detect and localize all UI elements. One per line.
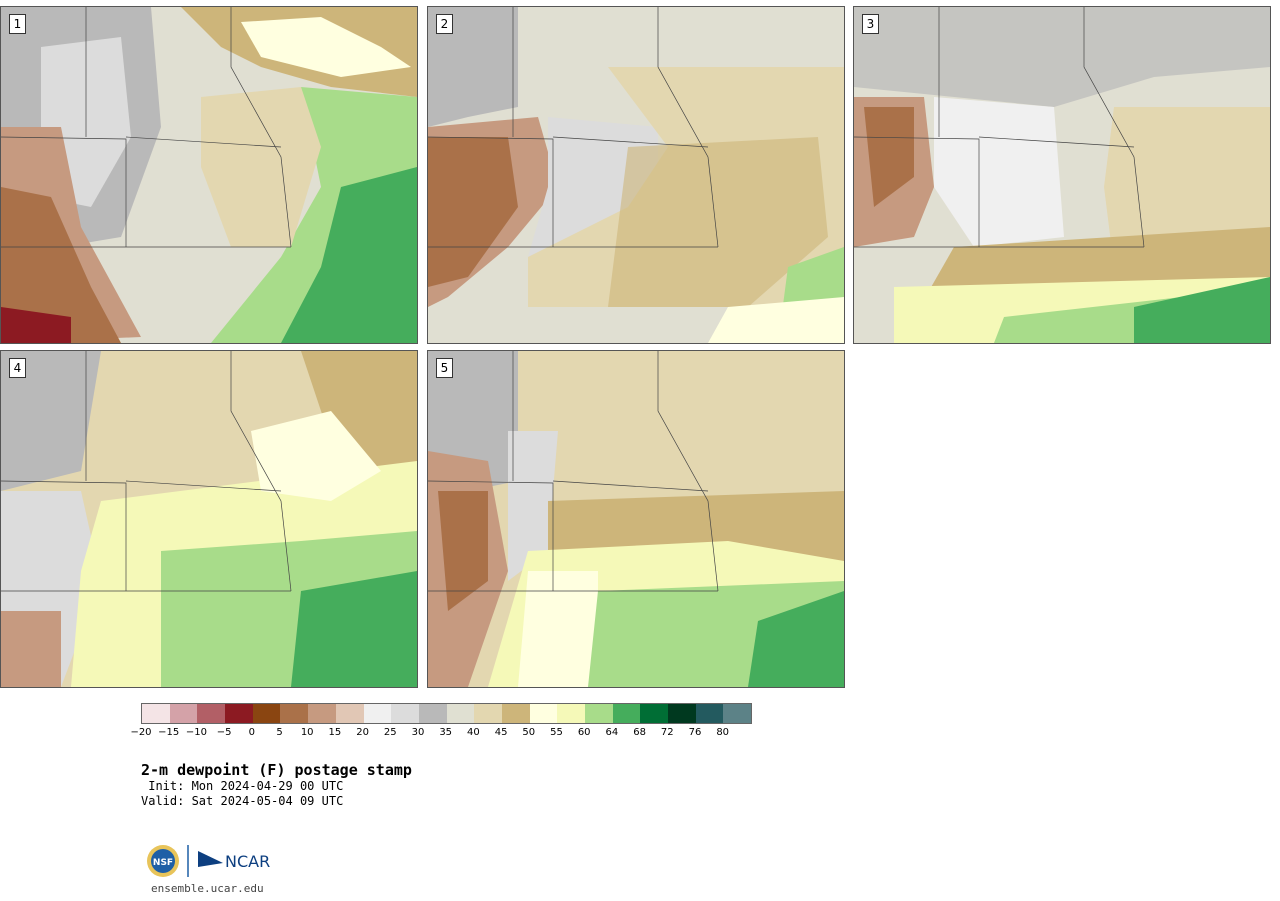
colorbar-swatch [640, 704, 669, 723]
colorbar-swatch [529, 704, 558, 723]
colorbar-swatch [695, 704, 724, 723]
colorbar-swatch [557, 704, 585, 723]
colorbar-tick-label: 5 [276, 727, 283, 738]
dewpoint-colorbar [141, 703, 753, 724]
dewpoint-map-3 [854, 7, 1270, 343]
ncar-logo-text: NCAR [225, 852, 270, 871]
map-panel-5: 5 [427, 350, 845, 688]
nsf-ncar-logo: NSF NCAR [145, 843, 275, 881]
colorbar-swatch [363, 704, 392, 723]
dewpoint-map-4 [1, 351, 417, 687]
colorbar-tick-label: 60 [577, 727, 591, 738]
colorbar-tick-label: 20 [356, 727, 369, 738]
panel-number-2: 2 [436, 14, 453, 34]
panel-number-3: 3 [862, 14, 879, 34]
colorbar-tick-label: 68 [633, 727, 646, 738]
colorbar-swatch [668, 704, 696, 723]
plot-title: 2-m dewpoint (F) postage stamp [141, 761, 412, 779]
colorbar-tick-label: 15 [328, 727, 342, 738]
colorbar-swatch [142, 704, 170, 723]
map-panel-2: 2 [427, 6, 845, 344]
valid-time: Valid: Sat 2024-05-04 09 UTC [141, 794, 344, 808]
map-panel-1: 1 [0, 6, 418, 344]
colorbar-swatch [723, 704, 752, 723]
colorbar-swatch [252, 704, 281, 723]
colorbar-swatch [225, 704, 253, 723]
colorbar-swatch [280, 704, 309, 723]
colorbar-swatch [501, 704, 530, 723]
colorbar-tick-label: 76 [688, 727, 702, 738]
colorbar-tick-label: 0 [248, 727, 255, 738]
dewpoint-map-5 [428, 351, 844, 687]
colorbar-swatch [169, 704, 198, 723]
colorbar-swatch [446, 704, 475, 723]
colorbar-swatch [585, 704, 613, 723]
colorbar-swatch [197, 704, 226, 723]
colorbar-swatch [308, 704, 336, 723]
colorbar-tick-labels: −20 −15 −10 −5 0 5 10 15 20 25 30 35 40 45 50 55 60 64 68 7… [130, 727, 781, 741]
colorbar-swatch [418, 704, 447, 723]
colorbar-tick-label: 55 [550, 727, 563, 738]
colorbar-tick-label: 64 [605, 727, 619, 738]
colorbar-tick-label: 10 [300, 727, 314, 738]
panel-number-1: 1 [9, 14, 26, 34]
colorbar-tick-label: −20 [130, 727, 152, 738]
nsf-ncar-logo-graphic: NSF NCAR [147, 845, 270, 877]
panel-number-4: 4 [9, 358, 26, 378]
colorbar-tick-label: 50 [522, 727, 536, 738]
colorbar-tick-label: 30 [411, 727, 425, 738]
colorbar-swatch [335, 704, 364, 723]
colorbar-tick-label: 25 [383, 727, 397, 738]
colorbar-tick-label: −5 [216, 727, 232, 738]
colorbar-tick-label: 40 [467, 727, 480, 738]
colorbar-swatch [612, 704, 641, 723]
map-panel-3: 3 [853, 6, 1271, 344]
colorbar-swatch [391, 704, 419, 723]
init-time: Init: Mon 2024-04-29 00 UTC [141, 779, 344, 793]
colorbar-tick-label: 45 [494, 727, 508, 738]
dewpoint-map-2 [428, 7, 844, 343]
colorbar-tick-label: 80 [716, 727, 730, 738]
dewpoint-map-1 [1, 7, 417, 343]
colorbar-tick-label: 35 [439, 727, 453, 738]
colorbar-tick-label: −15 [158, 727, 180, 738]
colorbar-tick-label: 72 [660, 727, 674, 738]
panel-number-5: 5 [436, 358, 453, 378]
map-panel-4: 4 [0, 350, 418, 688]
colorbar-tick-label: −10 [185, 727, 207, 738]
website-link[interactable]: ensemble.ucar.edu [151, 882, 264, 895]
colorbar-swatch [474, 704, 502, 723]
nsf-logo-text: NSF [153, 858, 173, 868]
